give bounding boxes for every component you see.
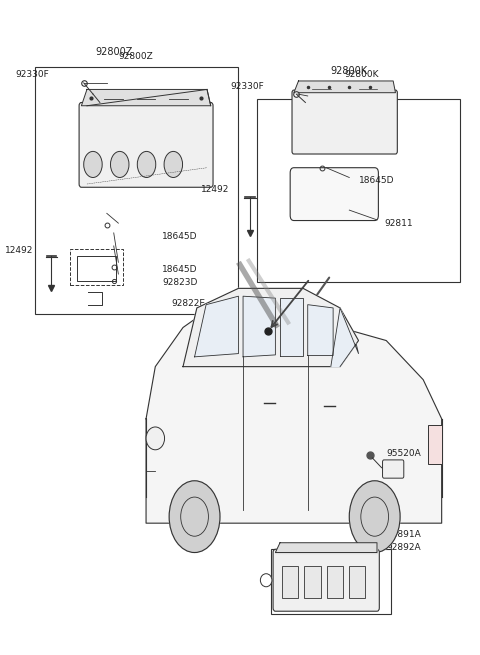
Text: 18645D: 18645D [359,176,394,185]
Text: 92800K: 92800K [345,70,379,79]
Ellipse shape [110,151,129,178]
Polygon shape [276,543,377,553]
Text: 92330F: 92330F [230,82,264,90]
Bar [428,425,442,464]
FancyBboxPatch shape [79,102,213,187]
Bar [35,67,239,314]
Text: 92800K: 92800K [331,66,368,77]
Bar [77,255,116,280]
FancyBboxPatch shape [383,460,404,478]
FancyBboxPatch shape [273,550,379,611]
Ellipse shape [84,151,102,178]
Text: 92800Z: 92800Z [119,52,153,62]
Polygon shape [331,308,359,367]
Bar [349,565,365,598]
Text: 92891A: 92891A [386,530,421,539]
Bar [70,250,123,285]
Polygon shape [243,296,276,357]
Text: 92330F: 92330F [15,70,49,79]
Circle shape [169,481,220,553]
Text: 95520A: 95520A [386,449,421,458]
Bar [257,99,460,282]
FancyBboxPatch shape [290,168,378,221]
Ellipse shape [260,574,272,587]
Text: 12492: 12492 [4,246,33,255]
Text: 92823D: 92823D [162,278,198,287]
FancyBboxPatch shape [292,90,397,154]
Polygon shape [294,81,396,93]
Text: 92892A: 92892A [386,543,421,552]
Polygon shape [183,288,359,367]
Text: 18645D: 18645D [162,232,198,240]
Polygon shape [280,298,303,356]
Bar [271,550,391,614]
Circle shape [349,481,400,553]
Polygon shape [82,90,211,105]
Bar [282,565,299,598]
Polygon shape [146,308,442,523]
Bar [327,565,343,598]
Bar [304,565,321,598]
Text: 92822E: 92822E [171,299,205,308]
Text: 18645D: 18645D [162,265,198,274]
Ellipse shape [137,151,156,178]
Ellipse shape [146,427,165,450]
Polygon shape [308,305,333,356]
Text: 92811: 92811 [384,219,412,228]
Text: 92800Z: 92800Z [95,47,132,57]
Text: 12492: 12492 [201,185,229,194]
Polygon shape [194,296,239,357]
Ellipse shape [164,151,182,178]
